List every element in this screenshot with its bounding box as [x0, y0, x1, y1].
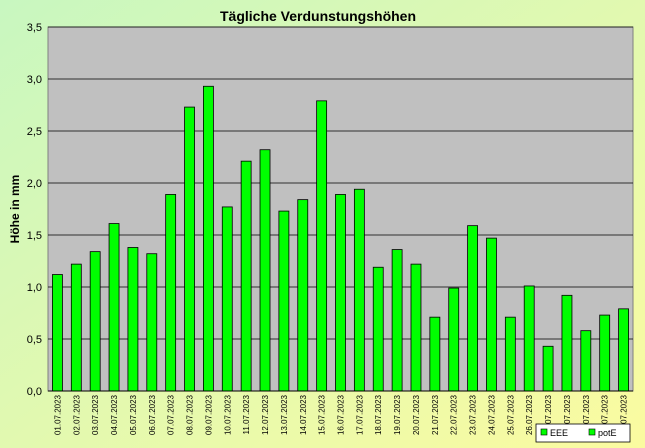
x-tick-label: 31.07.2023: [620, 394, 629, 435]
bar: [504, 316, 516, 392]
bar: [599, 314, 611, 392]
legend-swatch: [540, 428, 548, 436]
x-tick-label: 04.07.2023: [110, 394, 119, 435]
x-tick-label: 10.07.2023: [223, 394, 232, 435]
bar: [203, 85, 214, 392]
x-tick-label: 20.07.2023: [412, 394, 421, 435]
x-tick-label: 07.07.2023: [167, 394, 176, 435]
bar: [240, 160, 252, 392]
x-tick-label: 03.07.2023: [91, 394, 100, 435]
bar: [486, 237, 497, 392]
bar: [580, 330, 592, 392]
y-tick-label: 3,5: [27, 22, 42, 34]
x-tick-label: 05.07.2023: [129, 394, 138, 435]
x-tick-label: 08.07.2023: [186, 394, 195, 435]
bar: [297, 199, 309, 392]
bar: [353, 188, 365, 392]
bar: [523, 285, 535, 392]
x-tick-label: 28.07.2023: [563, 394, 572, 435]
x-tick-label: 01.07.2023: [53, 394, 62, 435]
y-tick-label: 1,0: [27, 282, 42, 294]
legend-box: [535, 423, 631, 443]
bar: [618, 308, 629, 392]
bar: [221, 206, 233, 392]
x-tick-label: 21.07.2023: [431, 394, 440, 435]
legend-swatch: [588, 428, 596, 436]
bar: [70, 263, 82, 392]
x-tick-label: 06.07.2023: [148, 394, 157, 435]
x-tick-label: 24.07.2023: [487, 394, 496, 435]
x-tick-label: 02.07.2023: [72, 394, 81, 435]
y-tick-label: 3,0: [27, 74, 42, 86]
x-tick-label: 17.07.2023: [355, 394, 364, 435]
x-tick-label: 16.07.2023: [337, 394, 346, 435]
legend-label: potE: [598, 428, 617, 438]
bar: [259, 149, 271, 392]
x-tick-label: 15.07.2023: [318, 394, 327, 435]
bar: [448, 287, 460, 392]
bar: [278, 210, 290, 392]
bar: [89, 251, 101, 392]
y-tick-label: 1,5: [27, 230, 42, 242]
bar: [410, 263, 422, 392]
x-tick-label: 29.07.2023: [582, 394, 591, 435]
x-tick-label: 09.07.2023: [204, 394, 213, 435]
bar: [467, 225, 478, 392]
x-tick-label: 23.07.2023: [469, 394, 478, 435]
bar: [127, 247, 139, 392]
chart-title: Tägliche Verdunstungshöhen: [220, 8, 416, 24]
y-axis-label: Höhe in mm: [8, 175, 22, 244]
x-tick-label: 13.07.2023: [280, 394, 289, 435]
bar: [391, 249, 403, 392]
y-tick-label: 0,0: [27, 386, 42, 398]
bar: [429, 316, 441, 392]
y-tick-label: 2,5: [27, 126, 42, 138]
bar: [542, 345, 554, 392]
x-tick-label: 19.07.2023: [393, 394, 402, 435]
bar: [52, 274, 63, 392]
bar: [316, 100, 328, 392]
bar: [165, 194, 177, 392]
bar: [108, 223, 120, 392]
x-tick-label: 14.07.2023: [299, 394, 308, 435]
bar: [146, 253, 158, 392]
y-tick-label: 2,0: [27, 178, 42, 190]
y-tick-label: 0,5: [27, 334, 42, 346]
x-tick-label: 12.07.2023: [261, 394, 270, 435]
x-tick-label: 22.07.2023: [450, 394, 459, 435]
x-tick-label: 18.07.2023: [374, 394, 383, 435]
x-tick-label: 26.07.2023: [525, 394, 534, 435]
x-tick-label: 30.07.2023: [601, 394, 610, 435]
x-tick-label: 25.07.2023: [506, 394, 515, 435]
bar: [372, 266, 384, 392]
x-tick-label: 11.07.2023: [242, 394, 251, 434]
bar: [561, 294, 573, 392]
bar: [184, 106, 195, 392]
legend-label: EEE: [550, 428, 568, 438]
bar: [335, 194, 346, 392]
x-tick-label: 27.07.2023: [544, 394, 553, 435]
